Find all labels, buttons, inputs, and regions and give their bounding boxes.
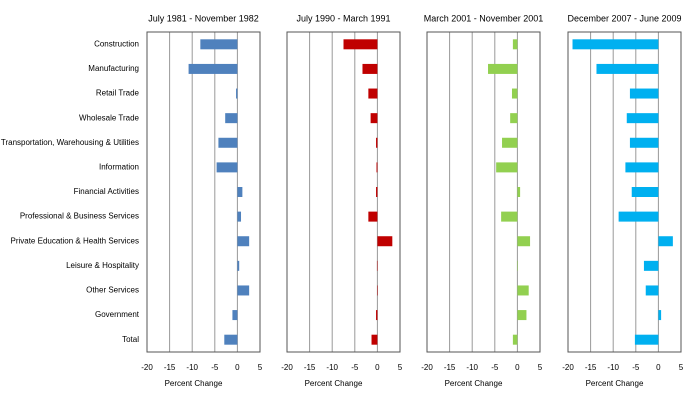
plot-frame — [286, 31, 401, 353]
panel-title: July 1981 - November 1982 — [148, 13, 259, 23]
bar — [488, 63, 518, 74]
bar — [371, 334, 378, 345]
bar — [376, 187, 378, 197]
x-tick-label: 0 — [656, 363, 661, 372]
x-tick-label: 0 — [235, 363, 240, 372]
bar — [658, 236, 673, 247]
plot-frame — [426, 31, 541, 353]
x-tick-label: -20 — [141, 363, 153, 372]
x-tick-label: -10 — [326, 363, 338, 372]
bar — [625, 162, 659, 173]
panel-title: December 2007 - June 2009 — [567, 13, 681, 23]
x-tick-label: -15 — [585, 363, 597, 372]
bar — [237, 285, 250, 296]
bar — [512, 334, 518, 345]
x-tick-label: -20 — [562, 363, 574, 372]
category-label: Transportation, Warehousing & Utilities — [1, 138, 139, 147]
x-axis-label: Percent Change — [445, 379, 503, 388]
bar — [517, 187, 521, 197]
category-label: Leisure & Hospitality — [66, 261, 139, 270]
x-axis-label: Percent Change — [305, 379, 363, 388]
category-label: Retail Trade — [96, 89, 140, 98]
bar — [626, 113, 659, 124]
bar — [510, 113, 518, 124]
x-tick-label: -5 — [632, 363, 640, 372]
bar — [232, 310, 238, 321]
category-label: Other Services — [86, 286, 139, 295]
bar — [501, 211, 518, 222]
category-label: Information — [99, 162, 139, 171]
x-tick-label: -5 — [211, 363, 219, 372]
plot-frame — [146, 31, 261, 353]
bar — [237, 236, 250, 247]
x-tick-label: -10 — [607, 363, 619, 372]
category-label: Government — [95, 310, 140, 319]
bar — [376, 162, 378, 173]
category-label: Wholesale Trade — [79, 113, 140, 122]
bar — [236, 88, 238, 99]
bar — [572, 39, 659, 50]
x-tick-label: 0 — [515, 363, 520, 372]
category-label: Professional & Business Services — [20, 212, 139, 221]
category-label: Financial Activities — [74, 187, 139, 196]
category-label: Construction — [94, 39, 139, 48]
bar — [343, 39, 378, 50]
x-tick-label: -20 — [281, 363, 293, 372]
panel-title: March 2001 - November 2001 — [424, 13, 544, 23]
bar — [225, 113, 238, 124]
category-label: Total — [122, 335, 139, 344]
bar — [376, 137, 378, 148]
bar — [517, 236, 531, 247]
x-tick-label: -10 — [466, 363, 478, 372]
bar — [368, 88, 378, 99]
bar — [200, 39, 238, 50]
bar — [629, 88, 659, 99]
bar — [216, 162, 238, 173]
x-tick-label: 5 — [398, 363, 403, 372]
bar — [629, 137, 659, 148]
category-label: Manufacturing — [88, 64, 139, 73]
bar — [618, 211, 659, 222]
x-tick-label: -5 — [491, 363, 499, 372]
bar — [368, 211, 378, 222]
bar — [224, 334, 238, 345]
bar — [188, 63, 238, 74]
bar — [511, 88, 518, 99]
bar — [645, 285, 659, 296]
bar — [643, 260, 659, 271]
x-tick-label: -10 — [186, 363, 198, 372]
x-tick-label: -5 — [351, 363, 359, 372]
bar — [218, 137, 238, 148]
bar — [237, 260, 240, 271]
x-axis-label: Percent Change — [586, 379, 644, 388]
bar — [517, 310, 527, 321]
bar — [496, 162, 518, 173]
x-tick-label: 0 — [375, 363, 380, 372]
bar — [370, 113, 378, 124]
x-tick-label: -15 — [164, 363, 176, 372]
x-tick-label: -20 — [421, 363, 433, 372]
category-label: Private Education & Health Services — [10, 236, 139, 245]
panel-title: July 1990 - March 1991 — [296, 13, 390, 23]
bar — [631, 187, 659, 197]
bar — [658, 310, 662, 321]
bar — [596, 63, 659, 74]
x-tick-label: 5 — [258, 363, 263, 372]
bar — [362, 63, 378, 74]
x-tick-label: 5 — [538, 363, 543, 372]
bar — [502, 137, 518, 148]
x-axis-label: Percent Change — [165, 379, 223, 388]
bar — [237, 211, 242, 222]
bar — [377, 236, 393, 247]
x-tick-label: 5 — [679, 363, 684, 372]
x-tick-label: -15 — [444, 363, 456, 372]
x-tick-label: -15 — [304, 363, 316, 372]
bar — [237, 187, 243, 197]
bar — [517, 285, 529, 296]
bar — [634, 334, 659, 345]
bar — [512, 39, 518, 50]
bar — [376, 310, 378, 321]
plot-frame — [567, 31, 682, 353]
